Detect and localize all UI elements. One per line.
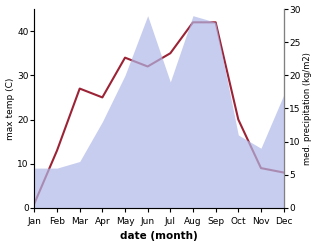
X-axis label: date (month): date (month) [120,231,198,242]
Y-axis label: max temp (C): max temp (C) [5,77,15,140]
Y-axis label: med. precipitation (kg/m2): med. precipitation (kg/m2) [303,52,313,165]
